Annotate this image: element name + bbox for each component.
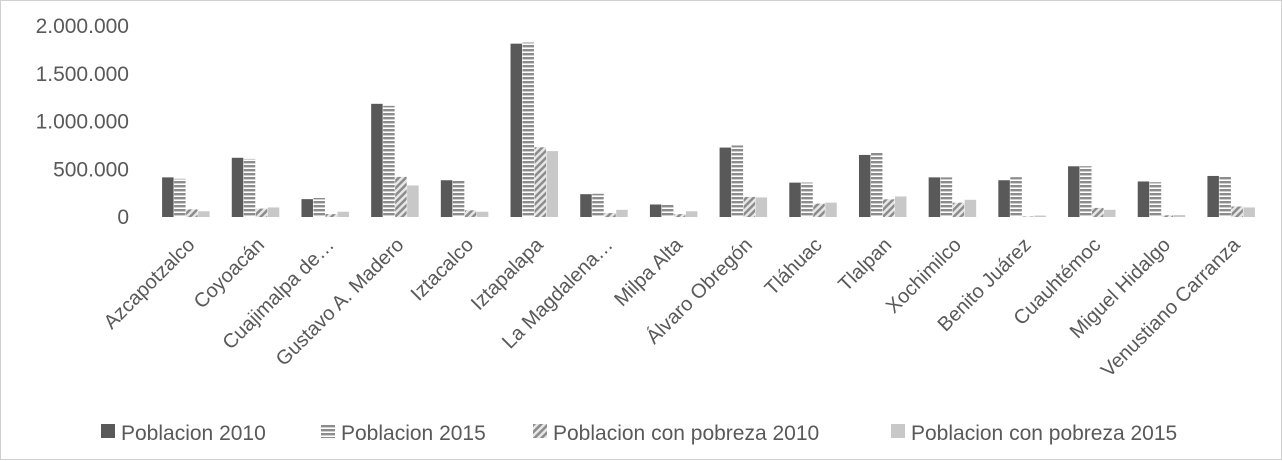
bar-poblacion-2015-cuauhtemoc xyxy=(1080,166,1092,217)
bar-poblacion-2010-benito-juarez xyxy=(998,180,1010,217)
bar-poblacion-2015-azcapotzalco xyxy=(174,179,186,217)
bar-poblacion-con-pobreza-2015-la-magdalena xyxy=(616,210,628,217)
bar-poblacion-con-pobreza-2010-coyoacan xyxy=(256,209,268,217)
bar-poblacion-con-pobreza-2010-miguel-hidalgo xyxy=(1162,215,1174,217)
bars xyxy=(162,43,1255,217)
y-tick-label: 2.000.000 xyxy=(36,15,129,38)
bar-poblacion-2010-venustiano-carranza xyxy=(1207,176,1219,217)
bar-poblacion-con-pobreza-2010-xochimilco xyxy=(953,203,965,217)
bar-poblacion-con-pobreza-2010-cuauhtemoc xyxy=(1092,208,1104,217)
bar-poblacion-2015-la-magdalena xyxy=(592,194,604,217)
y-tick-label: 1.000.000 xyxy=(36,111,129,134)
x-tick-label-azcapotzalco: Azcapotzalco xyxy=(100,234,200,334)
bar-poblacion-2015-venustiano-carranza xyxy=(1219,176,1231,217)
legend-label-poblacion-con-pobreza-2010: Poblacion con pobreza 2010 xyxy=(553,422,819,445)
bar-poblacion-con-pobreza-2015-venustiano-carranza xyxy=(1243,207,1255,217)
bar-poblacion-2010-coyoacan xyxy=(232,158,244,217)
bar-poblacion-con-pobreza-2015-cuajimalpa-de xyxy=(337,212,349,217)
bar-poblacion-con-pobreza-2015-tlahuac xyxy=(825,203,837,217)
bar-poblacion-con-pobreza-2015-miguel-hidalgo xyxy=(1174,215,1186,217)
bar-poblacion-2015-coyoacan xyxy=(244,159,256,217)
x-tick-label-gustavo-a-madero: Gustavo A. Madero xyxy=(272,234,409,371)
bar-poblacion-2015-milpa-alta xyxy=(662,204,674,217)
bar-poblacion-2010-iztacalco xyxy=(441,180,453,217)
bar-poblacion-2010-xochimilco xyxy=(929,177,941,217)
bar-poblacion-2010-milpa-alta xyxy=(650,204,662,217)
bar-poblacion-con-pobreza-2015-iztacalco xyxy=(477,212,489,217)
bar-poblacion-2010-la-magdalena xyxy=(580,194,592,217)
bar-poblacion-2010-miguel-hidalgo xyxy=(1138,181,1150,217)
bar-poblacion-con-pobreza-2015-cuauhtemoc xyxy=(1104,210,1116,217)
bar-poblacion-2015-xochimilco xyxy=(941,177,953,217)
bar-poblacion-con-pobreza-2015-gustavo-a-madero xyxy=(407,185,419,217)
bar-poblacion-con-pobreza-2015-milpa-alta xyxy=(686,211,698,217)
bar-poblacion-2015-alvaro-obregon xyxy=(732,145,744,217)
bar-poblacion-con-pobreza-2010-azcapotzalco xyxy=(186,209,198,217)
bar-poblacion-con-pobreza-2010-iztacalco xyxy=(465,210,477,217)
x-tick-label-tlahuac: Tláhuac xyxy=(761,234,827,300)
legend-label-poblacion-con-pobreza-2015: Poblacion con pobreza 2015 xyxy=(911,422,1177,445)
bar-poblacion-2010-iztapalapa xyxy=(511,44,523,217)
bar-poblacion-con-pobreza-2010-la-magdalena xyxy=(604,213,616,217)
x-tick-label-iztacalco: Iztacalco xyxy=(407,234,478,305)
bar-poblacion-2010-tlahuac xyxy=(789,183,801,217)
bar-poblacion-con-pobreza-2015-iztapalapa xyxy=(547,151,559,217)
bar-poblacion-2015-miguel-hidalgo xyxy=(1150,182,1162,217)
bar-poblacion-2015-iztacalco xyxy=(453,180,465,217)
bar-poblacion-2015-cuajimalpa-de xyxy=(313,198,325,217)
legend-swatch-poblacion-2010 xyxy=(101,424,115,438)
bar-poblacion-con-pobreza-2015-azcapotzalco xyxy=(198,211,210,217)
bar-poblacion-con-pobreza-2010-milpa-alta xyxy=(674,214,686,217)
legend-swatch-poblacion-2015 xyxy=(321,424,335,438)
bar-poblacion-con-pobreza-2015-benito-juarez xyxy=(1034,216,1046,217)
bar-poblacion-con-pobreza-2010-gustavo-a-madero xyxy=(395,177,407,217)
bar-poblacion-2010-gustavo-a-madero xyxy=(371,104,383,217)
bar-poblacion-con-pobreza-2015-coyoacan xyxy=(268,207,280,217)
bar-poblacion-con-pobreza-2010-alvaro-obregon xyxy=(744,197,756,217)
bar-poblacion-con-pobreza-2010-tlalpan xyxy=(883,199,895,217)
bar-poblacion-con-pobreza-2010-iztapalapa xyxy=(535,147,547,217)
bar-poblacion-2010-tlalpan xyxy=(859,155,871,217)
bar-poblacion-2010-cuauhtemoc xyxy=(1068,166,1080,217)
bar-poblacion-con-pobreza-2010-venustiano-carranza xyxy=(1231,207,1243,218)
legend-label-poblacion-2010: Poblacion 2010 xyxy=(121,422,266,445)
bar-poblacion-2015-tlalpan xyxy=(871,152,883,217)
y-tick-label: 500.000 xyxy=(53,158,129,181)
y-tick-label: 1.500.000 xyxy=(36,63,129,86)
bar-poblacion-con-pobreza-2015-alvaro-obregon xyxy=(756,197,768,217)
bar-poblacion-2010-alvaro-obregon xyxy=(720,148,732,217)
x-tick-label-tlalpan: Tlalpan xyxy=(834,234,896,296)
x-tick-label-venustiano-carranza: Venustiano Carranza xyxy=(1097,233,1245,381)
bar-poblacion-con-pobreza-2015-xochimilco xyxy=(965,200,977,217)
bar-poblacion-con-pobreza-2010-tlahuac xyxy=(813,204,825,217)
legend-label-poblacion-2015: Poblacion 2015 xyxy=(341,422,486,445)
bar-poblacion-2015-iztapalapa xyxy=(523,43,535,217)
bar-poblacion-2015-gustavo-a-madero xyxy=(383,106,395,217)
bar-poblacion-2015-tlahuac xyxy=(801,183,813,217)
bar-poblacion-con-pobreza-2015-tlalpan xyxy=(895,196,907,217)
bar-poblacion-2010-cuajimalpa-de xyxy=(301,199,313,217)
bar-poblacion-con-pobreza-2010-cuajimalpa-de xyxy=(325,214,337,217)
legend-swatch-poblacion-con-pobreza-2015 xyxy=(891,424,905,438)
bar-poblacion-2015-benito-juarez xyxy=(1010,177,1022,217)
legend: Poblacion 2010 Poblacion 2015 Poblacion co… xyxy=(101,422,1177,445)
y-axis: 0 500.000 1.000.000 1.500.000 2.000.000 xyxy=(36,15,129,229)
legend-swatch-poblacion-con-pobreza-2010 xyxy=(533,424,547,438)
y-tick-label: 0 xyxy=(117,206,129,229)
bar-poblacion-2010-azcapotzalco xyxy=(162,177,174,217)
